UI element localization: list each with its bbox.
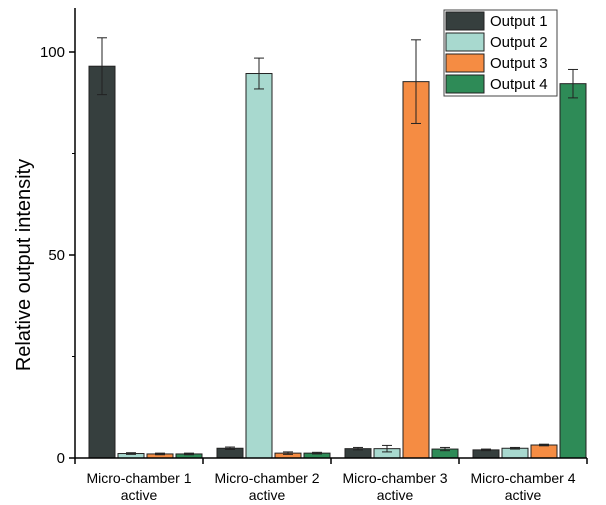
bar — [501, 447, 529, 459]
x-tick-label: active — [121, 487, 158, 503]
legend-swatch — [445, 11, 485, 31]
bar — [530, 444, 558, 459]
legend-label: Output 4 — [490, 76, 548, 93]
x-tick-label: active — [377, 487, 414, 503]
y-tick-label: 0 — [57, 450, 65, 467]
x-tick-label: active — [505, 487, 542, 503]
legend-label: Output 1 — [490, 13, 548, 30]
legend-swatch — [445, 53, 485, 73]
bar — [402, 81, 430, 459]
y-tick-label: 100 — [40, 44, 65, 61]
legend-swatch — [445, 32, 485, 52]
x-tick-label: Micro-chamber 2 — [214, 470, 319, 486]
x-tick-label: active — [249, 487, 286, 503]
bar — [245, 73, 273, 459]
x-tick-label: Micro-chamber 1 — [86, 470, 191, 486]
x-tick-label: Micro-chamber 3 — [342, 470, 447, 486]
bar — [559, 83, 587, 459]
legend-label: Output 2 — [490, 34, 548, 51]
y-tick-label: 50 — [48, 247, 65, 264]
legend: Output 1 Output 2 Output 3 Output 4 — [443, 9, 558, 97]
plot-area — [88, 37, 587, 459]
y-axis-title: Relative output intensity — [13, 159, 35, 371]
bar — [88, 65, 116, 459]
legend-label: Output 3 — [490, 55, 548, 72]
legend-swatch — [445, 74, 485, 94]
x-tick-label: Micro-chamber 4 — [470, 470, 575, 486]
